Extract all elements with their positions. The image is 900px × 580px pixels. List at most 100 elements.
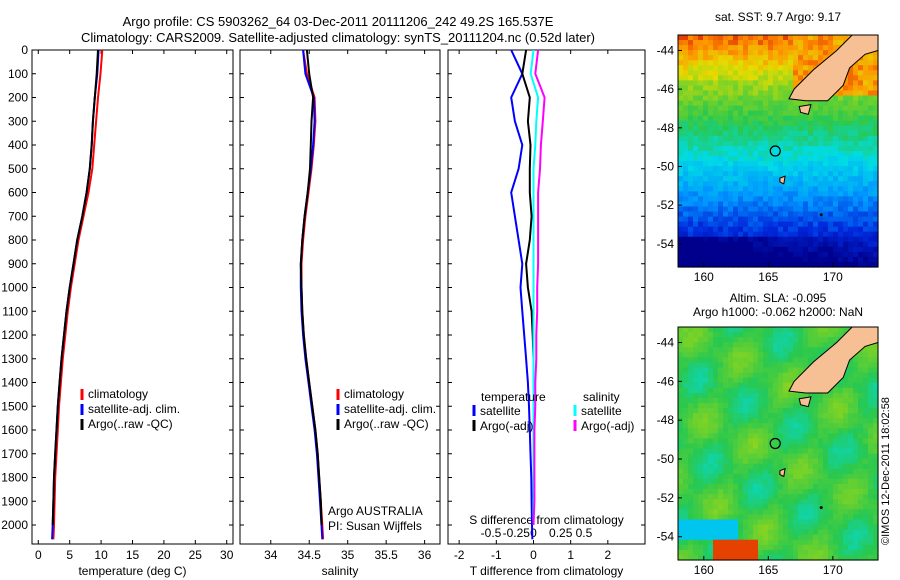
- sst-cell: [753, 226, 759, 233]
- sla-cell: [873, 504, 879, 510]
- sla-cell: [868, 397, 874, 404]
- sst-cell: [758, 261, 764, 268]
- sst-cell: [693, 231, 699, 238]
- sla-cell: [788, 362, 794, 369]
- sla-cell: [818, 438, 824, 445]
- sla-cell: [693, 392, 699, 399]
- sst-cell: [713, 261, 719, 268]
- sst-cell: [738, 161, 744, 167]
- sst-cell: [773, 176, 779, 182]
- sla-cell: [803, 554, 809, 561]
- sla-cell: [763, 397, 769, 404]
- sla-cell: [803, 514, 809, 521]
- sst-cell: [743, 186, 749, 192]
- sla-cell: [828, 509, 834, 516]
- sst-cell: [763, 40, 769, 46]
- sst-cell: [818, 181, 824, 187]
- sst-cell: [778, 261, 784, 268]
- sla-cell: [793, 554, 799, 561]
- sla-cell: [728, 387, 734, 394]
- sla-cell: [813, 342, 819, 348]
- sla-cell: [793, 443, 799, 450]
- sst-cell: [783, 231, 789, 238]
- sla-cell: [823, 484, 829, 490]
- sla-cell: [808, 489, 814, 495]
- y-tick-label: 1800: [1, 471, 28, 485]
- sst-cell: [733, 35, 739, 41]
- sla-cell: [808, 499, 814, 505]
- sla-cell: [683, 544, 689, 551]
- header-line-1: Argo profile: CS 5903262_64 03-Dec-2011 …: [123, 14, 554, 29]
- sst-cell: [698, 75, 704, 81]
- sst-cell: [688, 80, 694, 87]
- sst-cell: [833, 246, 839, 253]
- sst-cell: [848, 226, 854, 233]
- sst-cell: [848, 135, 854, 142]
- sst-cell: [833, 140, 839, 147]
- sst-cell: [758, 40, 764, 46]
- sst-cell: [813, 45, 819, 51]
- sla-cell: [823, 347, 829, 353]
- sst-cell: [863, 191, 869, 197]
- sla-cell: [728, 468, 734, 475]
- sla-cell: [763, 372, 769, 379]
- sst-cell: [853, 246, 859, 253]
- sla-cell: [708, 413, 714, 419]
- sst-cell: [853, 75, 859, 81]
- land-new-zealand: [788, 326, 879, 394]
- sla-cell: [733, 347, 739, 353]
- sst-cell: [868, 231, 874, 238]
- sst-cell: [698, 231, 704, 238]
- sla-cell: [698, 534, 704, 541]
- sst-cell: [843, 211, 849, 218]
- sst-cell: [733, 130, 739, 137]
- sst-cell: [733, 156, 739, 162]
- sla-cell: [708, 514, 714, 521]
- sla-cell: [763, 539, 769, 546]
- sst-cell: [733, 140, 739, 147]
- sla-cell: [753, 392, 759, 399]
- sst-cell: [758, 130, 764, 137]
- sla-cell: [863, 509, 869, 516]
- sla-cell: [808, 463, 814, 470]
- sla-cell: [818, 484, 824, 490]
- sla-cell: [808, 478, 814, 485]
- sst-cell: [818, 151, 824, 157]
- sla-cell: [768, 448, 774, 455]
- sla-cell: [723, 377, 729, 384]
- sla-cell: [868, 408, 874, 414]
- sla-cell: [698, 332, 704, 338]
- sla-cell: [798, 463, 804, 470]
- sst-cell: [733, 100, 739, 107]
- sla-cell: [773, 468, 779, 475]
- sst-cell: [858, 130, 864, 137]
- sst-cell: [843, 95, 849, 102]
- sst-cell: [808, 156, 814, 162]
- sla-cell: [758, 402, 764, 409]
- sst-cell: [683, 191, 689, 197]
- sst-cell: [788, 206, 794, 213]
- sla-cell: [818, 423, 824, 429]
- sla-cell: [813, 458, 819, 465]
- sst-cell: [813, 186, 819, 192]
- sst-cell: [788, 100, 794, 107]
- sla-cell: [713, 484, 719, 490]
- sst-cell: [753, 191, 759, 197]
- sst-cell: [683, 151, 689, 157]
- sst-cell: [698, 60, 704, 66]
- sst-cell: [758, 100, 764, 107]
- sla-cell: [828, 534, 834, 541]
- sst-cell: [868, 105, 874, 112]
- sla-cell: [868, 529, 874, 536]
- sla-cell: [828, 448, 834, 455]
- sst-cell: [793, 55, 799, 61]
- sla-cell: [853, 372, 859, 379]
- sla-cell: [813, 413, 819, 419]
- sst-cell: [738, 50, 744, 56]
- sst-cell: [738, 80, 744, 87]
- sst-cell: [713, 140, 719, 147]
- sla-cell: [778, 443, 784, 450]
- sst-cell: [733, 236, 739, 243]
- sla-cell: [813, 448, 819, 455]
